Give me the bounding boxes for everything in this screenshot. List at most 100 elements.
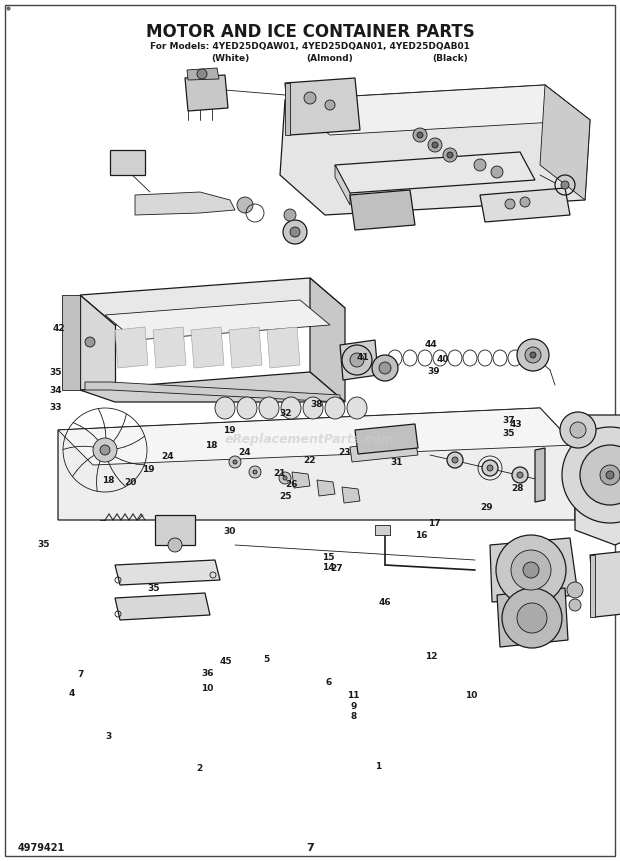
Text: 9: 9 — [350, 702, 356, 710]
Polygon shape — [285, 85, 590, 135]
Circle shape — [505, 199, 515, 209]
Circle shape — [253, 470, 257, 474]
Text: 22: 22 — [304, 456, 316, 465]
Text: 35: 35 — [50, 369, 62, 377]
Circle shape — [606, 471, 614, 479]
Circle shape — [447, 152, 453, 158]
Circle shape — [417, 132, 423, 138]
Polygon shape — [267, 327, 300, 368]
Polygon shape — [335, 152, 535, 193]
Circle shape — [413, 128, 427, 142]
Polygon shape — [350, 440, 418, 462]
Text: 2: 2 — [197, 764, 203, 772]
Circle shape — [283, 220, 307, 244]
Circle shape — [85, 337, 95, 347]
Text: 33: 33 — [50, 403, 62, 412]
Circle shape — [502, 588, 562, 648]
Text: 10: 10 — [465, 691, 477, 700]
Text: MOTOR AND ICE CONTAINER PARTS: MOTOR AND ICE CONTAINER PARTS — [146, 23, 474, 41]
Text: 28: 28 — [512, 484, 524, 492]
Circle shape — [580, 445, 620, 505]
Circle shape — [517, 472, 523, 478]
Circle shape — [474, 159, 486, 171]
Circle shape — [350, 353, 364, 367]
Circle shape — [93, 438, 117, 462]
Text: 30: 30 — [223, 527, 236, 536]
Text: 11: 11 — [347, 691, 360, 700]
Polygon shape — [540, 85, 590, 200]
Polygon shape — [229, 327, 262, 368]
Text: 27: 27 — [330, 564, 343, 573]
Polygon shape — [115, 593, 210, 620]
Text: 40: 40 — [437, 356, 450, 364]
Polygon shape — [590, 548, 620, 617]
Text: 8: 8 — [350, 712, 356, 721]
Circle shape — [290, 227, 300, 237]
Polygon shape — [335, 165, 350, 205]
Text: 29: 29 — [480, 504, 493, 512]
Circle shape — [570, 422, 586, 438]
Text: 24: 24 — [239, 448, 251, 456]
Circle shape — [567, 582, 583, 598]
Circle shape — [284, 209, 296, 221]
Text: 15: 15 — [322, 553, 335, 561]
Polygon shape — [317, 480, 335, 496]
Text: 12: 12 — [425, 653, 437, 661]
Circle shape — [372, 355, 398, 381]
Polygon shape — [497, 588, 568, 647]
Circle shape — [100, 445, 110, 455]
Polygon shape — [105, 300, 330, 340]
Text: (Almond): (Almond) — [307, 54, 353, 64]
Circle shape — [237, 197, 253, 213]
Text: 35: 35 — [147, 584, 159, 592]
Polygon shape — [187, 68, 219, 80]
Circle shape — [342, 345, 372, 375]
Polygon shape — [80, 295, 115, 390]
Polygon shape — [480, 188, 570, 222]
Circle shape — [525, 347, 541, 363]
Polygon shape — [490, 538, 578, 602]
Polygon shape — [85, 382, 340, 402]
Text: 7: 7 — [78, 670, 84, 678]
Text: 45: 45 — [220, 657, 232, 666]
Ellipse shape — [259, 397, 279, 419]
Text: 39: 39 — [428, 368, 440, 376]
Circle shape — [304, 92, 316, 104]
Text: 4: 4 — [68, 690, 74, 698]
Text: 34: 34 — [50, 386, 62, 394]
Polygon shape — [58, 408, 575, 465]
Text: 26: 26 — [285, 480, 298, 489]
Text: 31: 31 — [391, 458, 403, 467]
Polygon shape — [58, 408, 575, 520]
Text: (White): (White) — [211, 54, 249, 64]
Text: 6: 6 — [326, 678, 332, 687]
Circle shape — [168, 538, 182, 552]
Text: 37: 37 — [502, 416, 515, 424]
Circle shape — [197, 69, 207, 79]
Text: 1: 1 — [375, 762, 381, 771]
Circle shape — [523, 562, 539, 578]
Polygon shape — [115, 327, 148, 368]
Circle shape — [279, 472, 291, 484]
Circle shape — [511, 550, 551, 590]
Circle shape — [496, 535, 566, 605]
Circle shape — [447, 452, 463, 468]
Text: 24: 24 — [161, 452, 174, 461]
Text: 3: 3 — [105, 732, 112, 740]
Ellipse shape — [325, 397, 345, 419]
Circle shape — [443, 148, 457, 162]
Circle shape — [512, 467, 528, 483]
Text: 18: 18 — [102, 476, 115, 485]
Text: 43: 43 — [510, 420, 522, 429]
Polygon shape — [191, 327, 224, 368]
Polygon shape — [62, 295, 80, 390]
Circle shape — [428, 138, 442, 152]
Text: 20: 20 — [124, 478, 136, 486]
Polygon shape — [80, 278, 345, 325]
Ellipse shape — [347, 397, 367, 419]
Text: 5: 5 — [264, 655, 270, 664]
Text: 44: 44 — [425, 340, 437, 349]
Text: eReplacementParts.com: eReplacementParts.com — [225, 433, 395, 447]
Circle shape — [560, 412, 596, 448]
Circle shape — [517, 603, 547, 633]
